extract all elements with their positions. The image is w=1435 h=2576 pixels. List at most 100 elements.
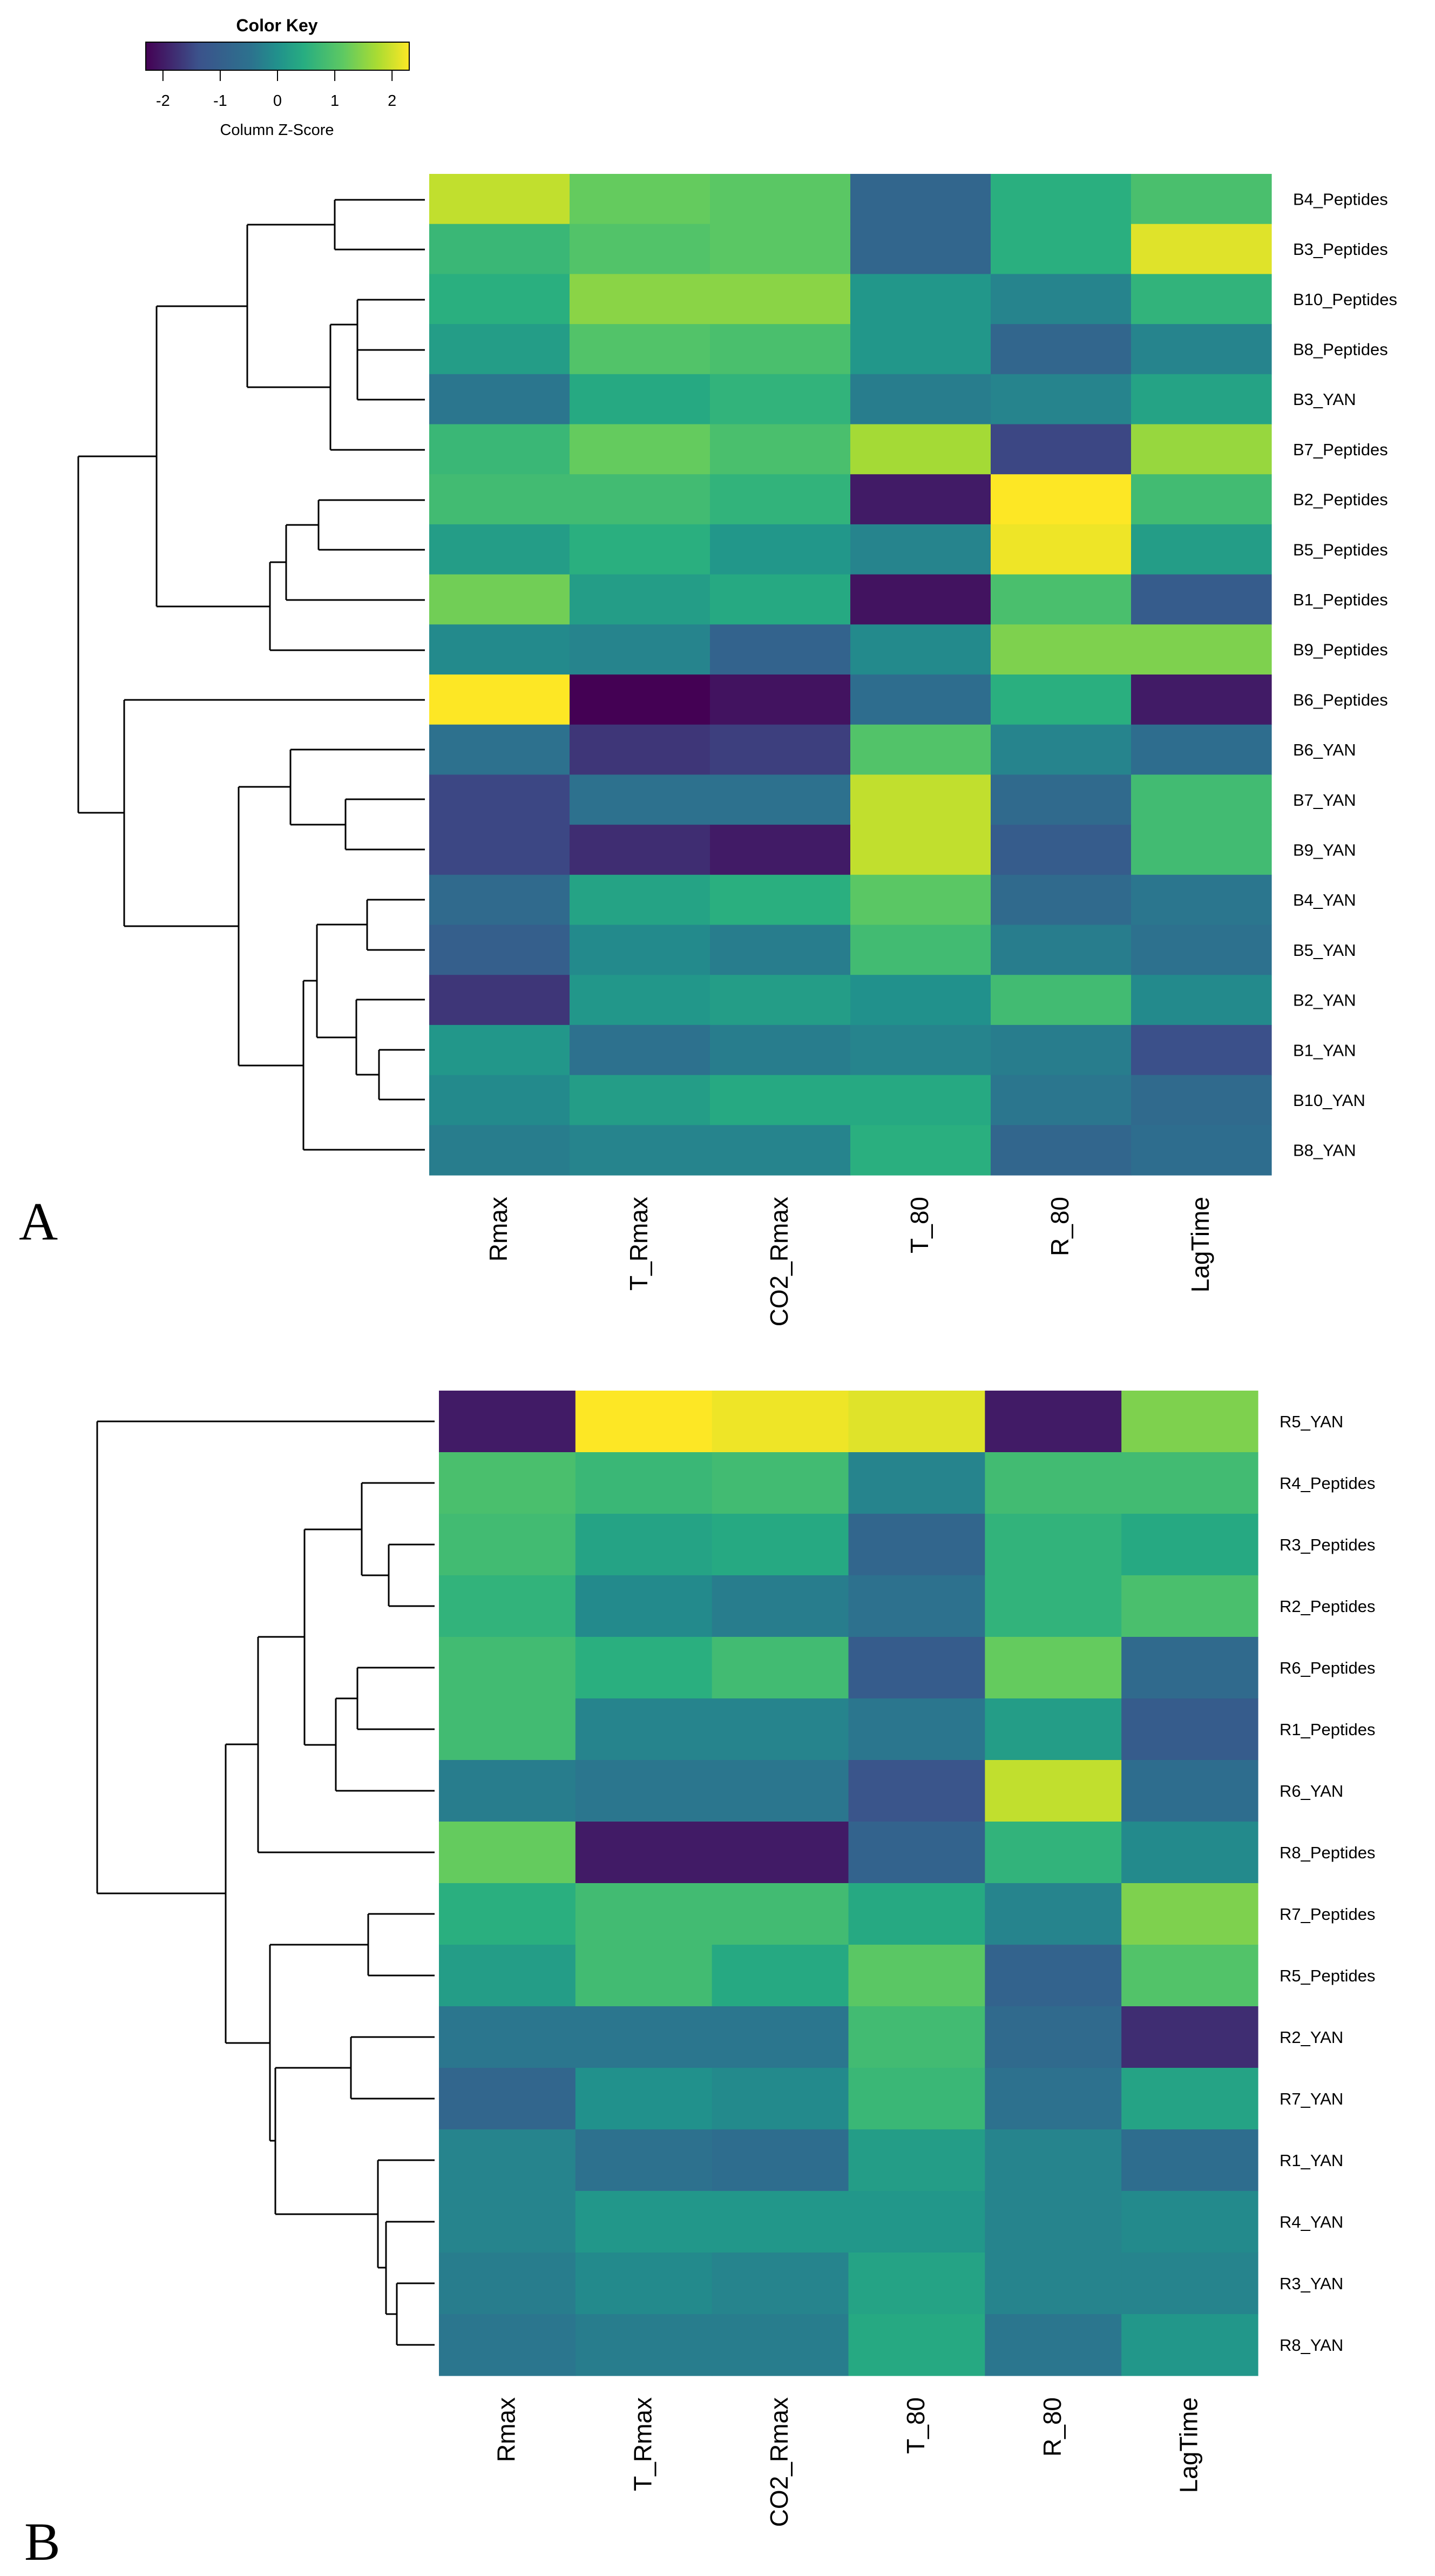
heatmap-cell xyxy=(985,1514,1122,1576)
heatmap-cell xyxy=(439,2314,576,2376)
heatmap-cell xyxy=(848,1514,985,1576)
heatmap-cell xyxy=(570,874,710,926)
heatmap-cell xyxy=(439,1760,576,1822)
heatmap-cell xyxy=(850,224,991,274)
heatmap-cell xyxy=(991,274,1132,325)
heatmap-cell xyxy=(848,2006,985,2068)
heatmap-cell xyxy=(570,574,710,625)
heatmap-cell xyxy=(570,774,710,825)
heatmap-cell xyxy=(991,424,1132,475)
heatmap-cell xyxy=(712,1945,849,2007)
row-label: R7_Peptides xyxy=(1280,1905,1376,1924)
color-key-tick-label: -2 xyxy=(156,92,170,110)
panel-b-label: B xyxy=(24,2512,60,2572)
row-label: R2_YAN xyxy=(1280,2028,1343,2047)
heatmap-cell xyxy=(712,2253,849,2315)
heatmap-cell xyxy=(850,1125,991,1176)
heatmap-cell xyxy=(570,624,710,675)
heatmap-cell xyxy=(850,874,991,926)
heatmap-cell xyxy=(712,2129,849,2191)
heatmap-cell xyxy=(712,2191,849,2253)
row-label: R8_YAN xyxy=(1280,2336,1343,2355)
row-label: R4_YAN xyxy=(1280,2213,1343,2231)
heatmap-cell xyxy=(429,524,570,575)
heatmap-cell xyxy=(575,1945,713,2007)
heatmap-cell xyxy=(570,975,710,1026)
column-label: CO2_Rmax xyxy=(765,2397,793,2527)
column-label: T_Rmax xyxy=(628,2397,656,2491)
column-label: Rmax xyxy=(484,1197,512,1262)
heatmap-cell xyxy=(985,1945,1122,2007)
heatmap-cell xyxy=(985,2129,1122,2191)
heatmap-cell xyxy=(429,174,570,225)
heatmap-cell xyxy=(991,1024,1132,1076)
heatmap-cell xyxy=(712,1575,849,1637)
heatmap-cell xyxy=(1121,2068,1258,2130)
heatmap-cell xyxy=(570,424,710,475)
heatmap-cell xyxy=(710,1075,851,1125)
heatmap-cell xyxy=(710,624,851,675)
row-label: B3_YAN xyxy=(1293,390,1356,409)
heatmap-cell xyxy=(575,1760,713,1822)
row-label: B10_Peptides xyxy=(1293,290,1397,309)
heatmap-cell xyxy=(439,1514,576,1576)
heatmap-cell xyxy=(570,324,710,375)
heatmap-cell xyxy=(712,1452,849,1514)
heatmap-cell xyxy=(429,724,570,775)
row-label: R1_YAN xyxy=(1280,2151,1343,2170)
column-label: R_80 xyxy=(1038,2397,1066,2457)
row-label: R6_YAN xyxy=(1280,1782,1343,1800)
heatmap-cell xyxy=(575,1637,713,1699)
heatmap-cell xyxy=(991,374,1132,425)
heatmap-cell xyxy=(570,224,710,274)
heatmap-cell xyxy=(439,2006,576,2068)
heatmap-a-cells xyxy=(429,174,1272,1176)
heatmap-cell xyxy=(850,774,991,825)
heatmap-cell xyxy=(848,1822,985,1884)
heatmap-cell xyxy=(439,1575,576,1637)
heatmap-cell xyxy=(712,2314,849,2376)
row-label: B8_Peptides xyxy=(1293,340,1388,359)
heatmap-cell xyxy=(570,524,710,575)
heatmap-cell xyxy=(570,474,710,525)
heatmap-a-row-dendrogram xyxy=(77,199,425,1151)
heatmap-cell xyxy=(991,174,1132,225)
heatmap-cell xyxy=(850,174,991,225)
heatmap-cell xyxy=(439,2253,576,2315)
heatmap-cell xyxy=(429,1125,570,1176)
heatmap-cell xyxy=(1121,1822,1258,1884)
heatmap-panel-b: R5_YAN R4_Peptides R3_Peptides R2_Peptides R… xyxy=(24,1391,1376,2572)
heatmap-cell xyxy=(429,675,570,725)
heatmap-cell xyxy=(429,1024,570,1076)
heatmap-cell xyxy=(710,724,851,775)
heatmap-cell xyxy=(710,324,851,375)
heatmap-cell xyxy=(429,624,570,675)
heatmap-cell xyxy=(985,2006,1122,2068)
row-label: B7_Peptides xyxy=(1293,440,1388,459)
heatmap-cell xyxy=(429,975,570,1026)
heatmap-cell xyxy=(575,1452,713,1514)
heatmap-cell xyxy=(1131,675,1272,725)
heatmap-cell xyxy=(710,1024,851,1076)
heatmap-cell xyxy=(848,1452,985,1514)
heatmap-cell xyxy=(991,825,1132,875)
heatmap-cell xyxy=(429,874,570,926)
heatmap-cell xyxy=(985,1822,1122,1884)
heatmap-cell xyxy=(1131,624,1272,675)
row-label: R3_Peptides xyxy=(1280,1535,1376,1554)
heatmap-cell xyxy=(570,1075,710,1125)
heatmap-cell xyxy=(439,1637,576,1699)
heatmap-cell xyxy=(570,1024,710,1076)
heatmap-b-column-labels: Rmax T_Rmax CO2_Rmax T_80 R_80 LagTime xyxy=(492,2397,1202,2527)
color-key-axis-label: Column Z-Score xyxy=(220,122,334,139)
heatmap-cell xyxy=(710,424,851,475)
heatmap-cell xyxy=(991,624,1132,675)
heatmap-cell xyxy=(1131,224,1272,274)
heatmap-cell xyxy=(850,825,991,875)
heatmap-cell xyxy=(570,825,710,875)
row-label: B9_YAN xyxy=(1293,840,1356,859)
heatmap-cell xyxy=(1131,574,1272,625)
heatmap-cell xyxy=(429,324,570,375)
heatmap-cell xyxy=(991,574,1132,625)
heatmap-cell xyxy=(710,1125,851,1176)
